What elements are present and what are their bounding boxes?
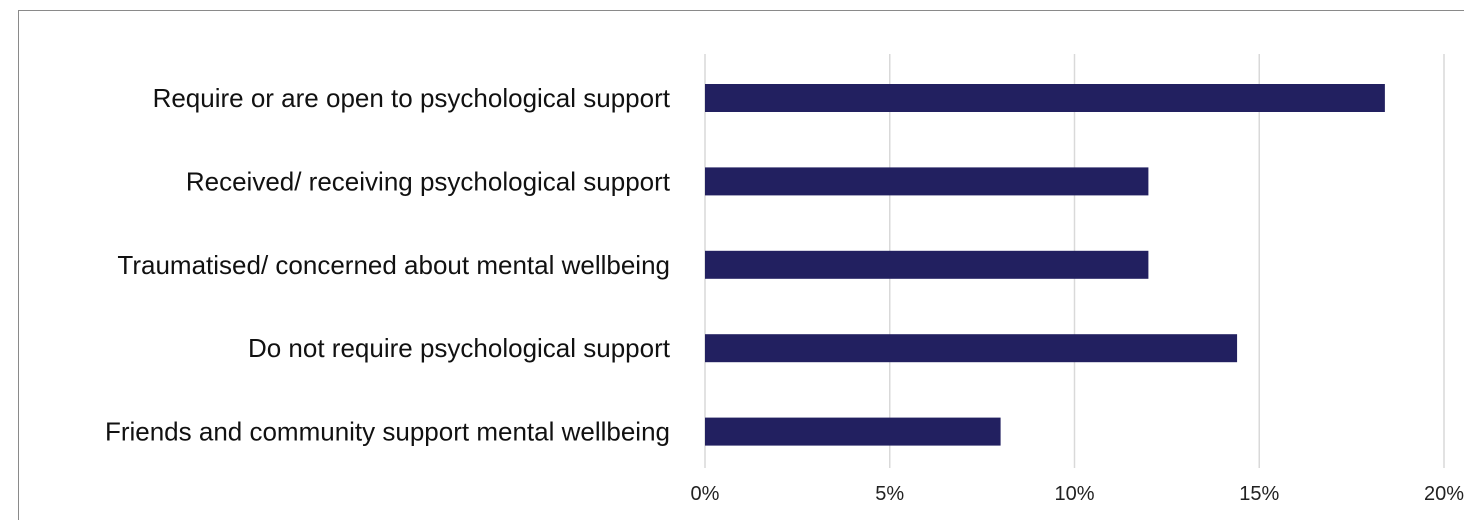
x-axis-tick-labels: 0% 5% 10% 15% 20% [691, 483, 1464, 505]
bar [705, 167, 1149, 196]
category-label: Require or are open to psychological sup… [153, 83, 671, 113]
x-tick-label: 0% [691, 483, 720, 505]
bar [705, 417, 1001, 446]
category-label: Received/ receiving psychological suppor… [186, 166, 671, 196]
category-labels: Require or are open to psychological sup… [105, 83, 671, 447]
x-tick-label: 10% [1054, 483, 1094, 505]
bar [705, 334, 1238, 363]
bar [705, 84, 1385, 112]
x-tick-label: 5% [875, 483, 904, 505]
bars [705, 84, 1385, 446]
category-label: Friends and community support mental wel… [105, 417, 670, 447]
bar [705, 250, 1149, 279]
x-tick-label: 15% [1239, 483, 1279, 505]
category-label: Traumatised/ concerned about mental well… [117, 250, 670, 280]
x-tick-label: 20% [1424, 483, 1464, 505]
category-label: Do not require psychological support [248, 333, 671, 363]
